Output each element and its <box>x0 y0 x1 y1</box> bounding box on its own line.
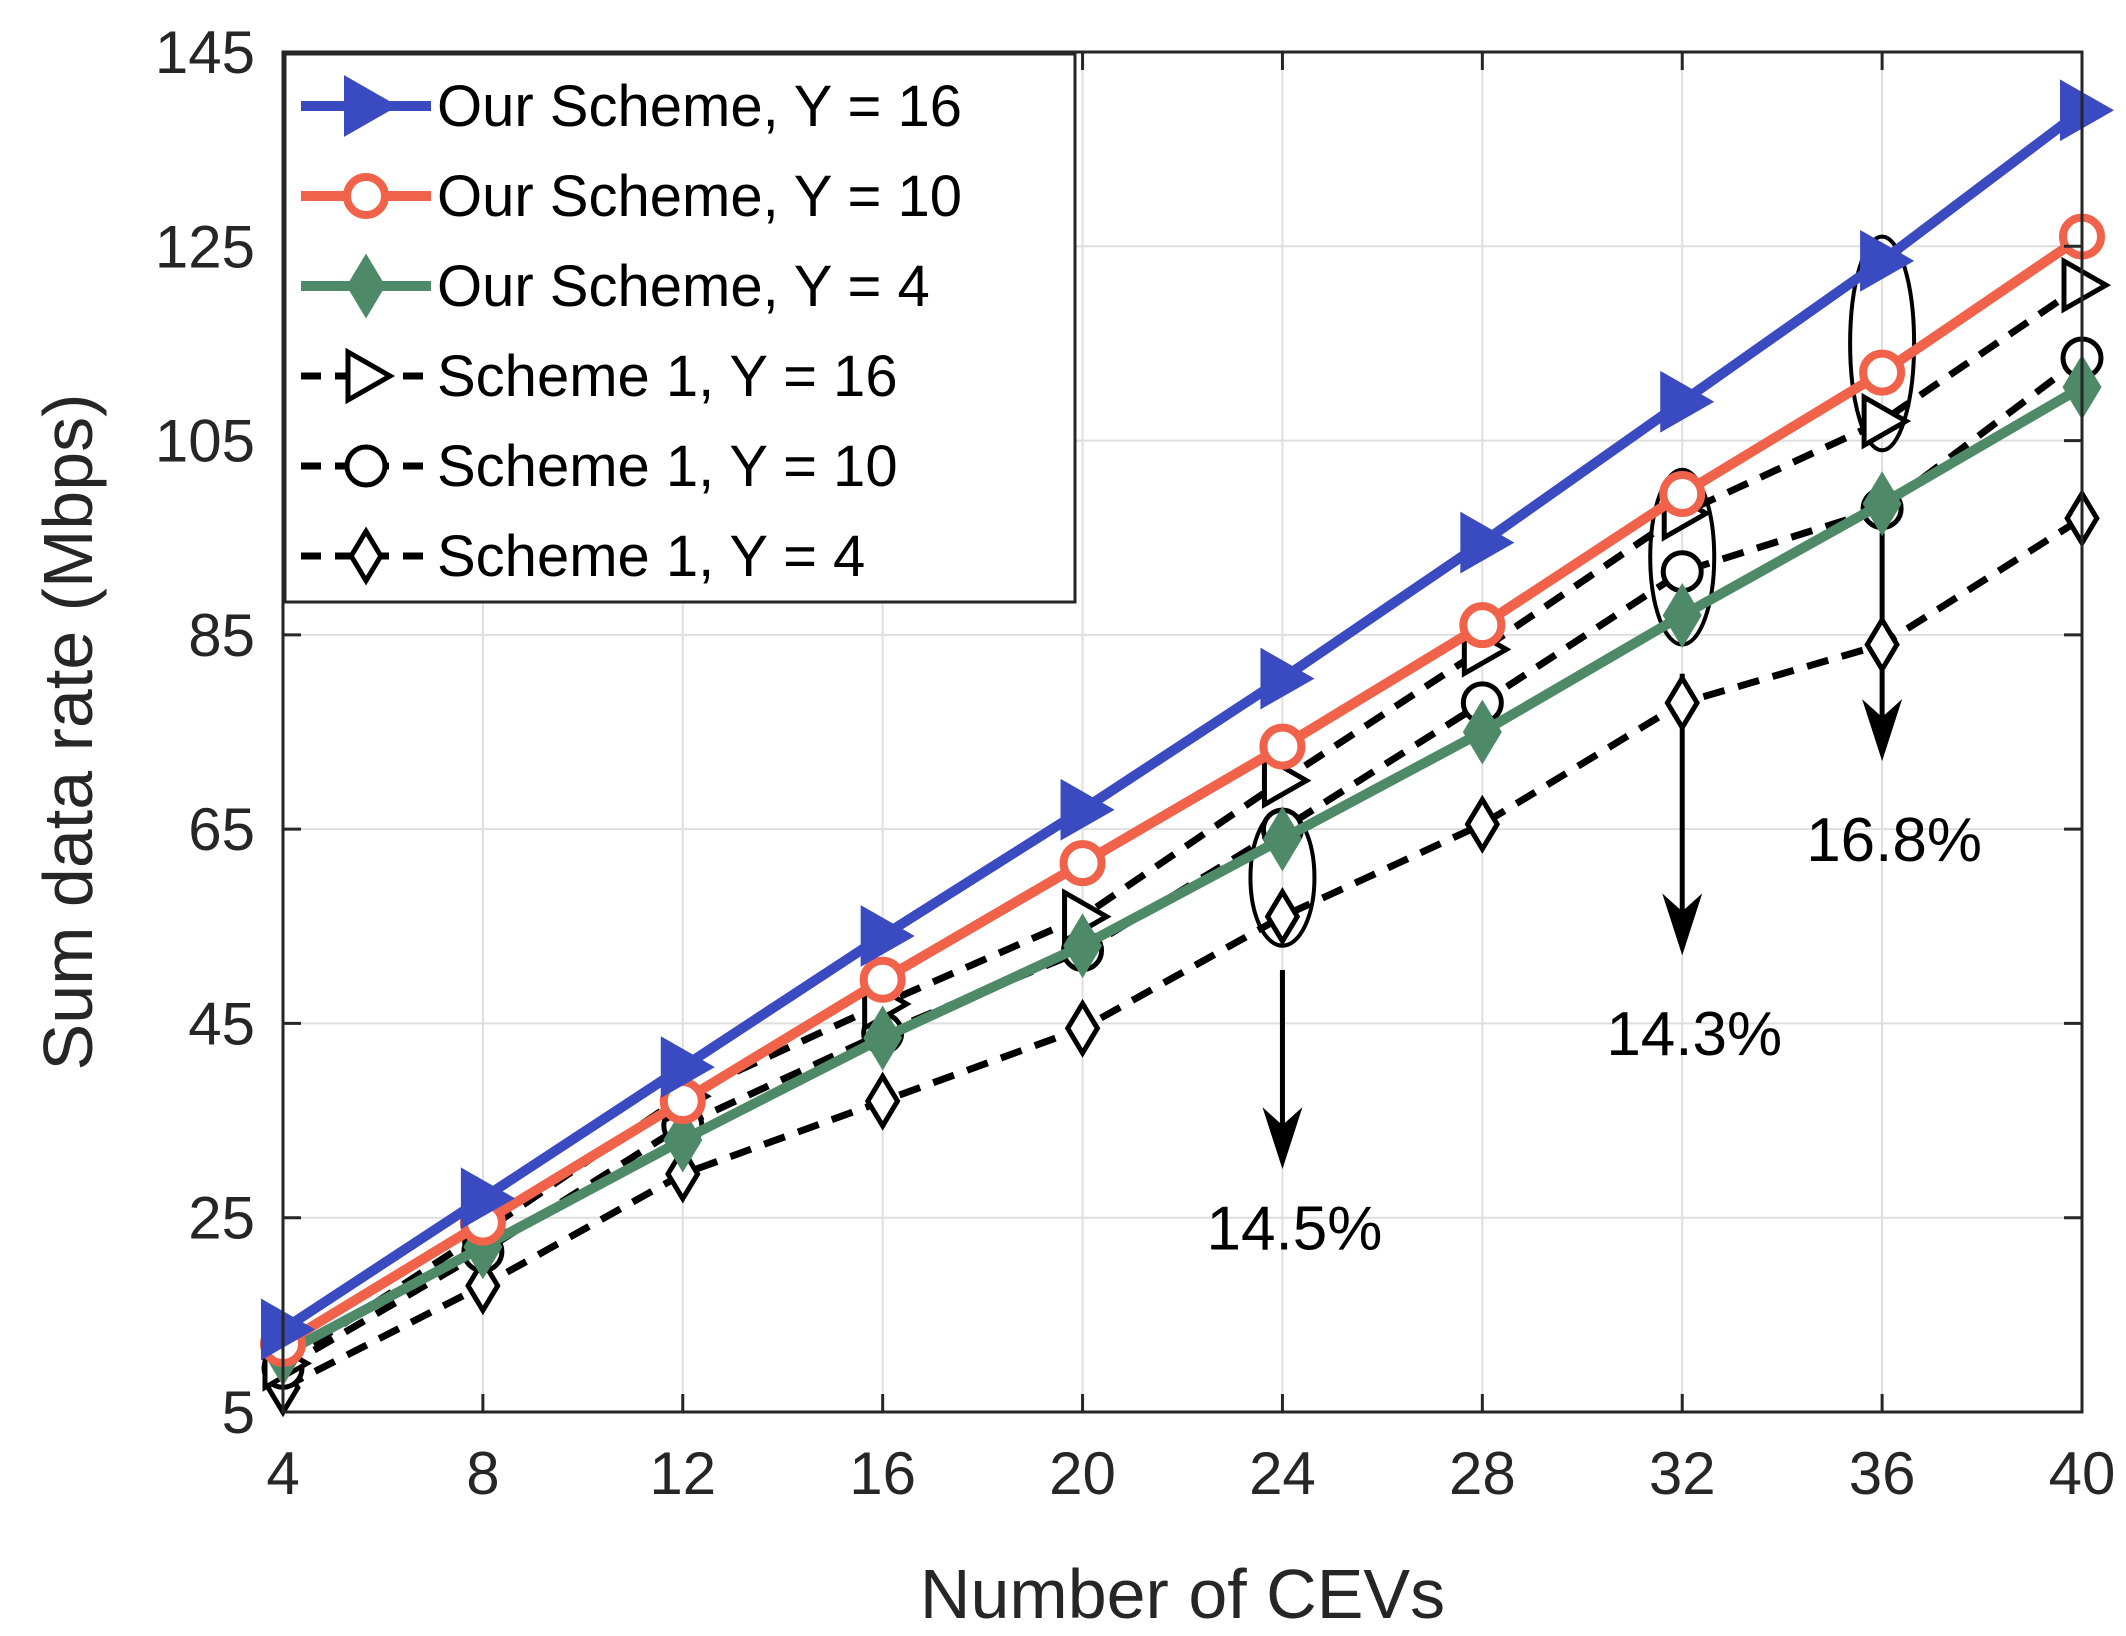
legend-item-4: Scheme 1, Y = 10 <box>301 434 898 499</box>
annotation-label-1: 14.3% <box>1606 1000 1782 1069</box>
x-tick-label-16: 16 <box>849 1440 916 1507</box>
legend-item-1: Our Scheme, Y = 10 <box>301 164 962 229</box>
series-line-5 <box>281 515 2084 1391</box>
series-5-point-1 <box>465 1256 501 1316</box>
series-5-point-5 <box>1264 887 1301 947</box>
series-2-point-3 <box>863 1005 903 1071</box>
series-0-point-6 <box>1460 511 1515 574</box>
x-tick-label-40: 40 <box>2049 1440 2116 1507</box>
legend-swatch-marker-2 <box>346 253 386 319</box>
legend-swatch-marker-5 <box>348 526 384 586</box>
annotation-ellipse-2 <box>1848 234 1917 453</box>
series-2-point-7 <box>1662 582 1702 648</box>
series-0-point-8 <box>1860 229 1915 292</box>
series-0-point-5 <box>1260 647 1315 710</box>
x-tick-label-8: 8 <box>466 1440 499 1507</box>
y-tick-label-145: 145 <box>155 19 255 86</box>
y-tick-label-5: 5 <box>222 1379 255 1446</box>
x-axis-label: Number of CEVs <box>920 1555 1445 1633</box>
series-0-point-4 <box>1060 778 1115 841</box>
legend-label-1: Our Scheme, Y = 10 <box>437 164 962 229</box>
series-2-point-5 <box>1262 806 1302 872</box>
series-5-point-3 <box>864 1071 901 1131</box>
legend-label-4: Scheme 1, Y = 10 <box>437 434 898 499</box>
series-0-point-2 <box>660 1036 715 1099</box>
series-5-point-7 <box>1664 673 1700 733</box>
annotation-arrow-head-0 <box>1262 1107 1303 1170</box>
y-tick-label-85: 85 <box>188 602 255 669</box>
series-2-point-4 <box>1063 913 1103 979</box>
legend-item-3: Scheme 1, Y = 16 <box>301 344 898 409</box>
legend-item-5: Scheme 1, Y = 4 <box>301 524 865 589</box>
series-line-1 <box>280 232 2085 1349</box>
legend: Our Scheme, Y = 16 Our Scheme, Y = 10 Our … <box>283 52 1077 604</box>
series-3-point-8 <box>1861 392 1912 450</box>
legend-box <box>283 52 1077 604</box>
annotation-arrow-head-2 <box>1862 699 1903 762</box>
legend-label-0: Our Scheme, Y = 16 <box>437 74 962 139</box>
series-2 <box>263 354 2102 1387</box>
series-1-point-6 <box>1459 602 1506 649</box>
y-tick-label-105: 105 <box>155 408 255 475</box>
series-2-point-2 <box>663 1107 703 1173</box>
x-tick-label-32: 32 <box>1649 1440 1716 1507</box>
series-1-point-8 <box>1859 349 1906 396</box>
legend-item-0: Our Scheme, Y = 16 <box>301 74 962 139</box>
series-0-point-3 <box>860 905 915 967</box>
series-0-point-1 <box>460 1167 515 1230</box>
series-1-point-5 <box>1259 723 1306 770</box>
plot-area-frame <box>281 50 2084 1414</box>
y-tick-label-45: 45 <box>188 990 255 1057</box>
x-tick-label-20: 20 <box>1049 1440 1116 1507</box>
axis-ticks: 4 8 12 16 20 24 28 32 36 40 5 25 45 65 85 105 125 145 <box>155 19 2115 1507</box>
series-1-point-7 <box>1659 471 1706 517</box>
series-5-point-4 <box>1064 998 1101 1058</box>
legend-swatch-marker-3 <box>345 347 396 405</box>
series-3-point-9 <box>2061 256 2112 314</box>
x-tick-label-24: 24 <box>1249 1440 1316 1507</box>
legend-swatch-marker-4 <box>344 444 388 488</box>
series-1-point-4 <box>1059 840 1106 887</box>
series-0-point-9 <box>2060 79 2115 142</box>
legend-swatch-marker-1 <box>343 173 389 219</box>
annotation-arrow-head-1 <box>1662 893 1703 956</box>
x-tick-label-28: 28 <box>1449 1440 1516 1507</box>
series-1-point-3 <box>859 956 906 1003</box>
y-axis-label: Sum data rate (Mbps) <box>29 394 107 1071</box>
series-line-2 <box>280 382 2085 1359</box>
legend-label-5: Scheme 1, Y = 4 <box>437 524 865 589</box>
y-tick-label-25: 25 <box>188 1185 255 1252</box>
series-0-point-0 <box>261 1298 316 1361</box>
legend-item-2: Our Scheme, Y = 4 <box>301 253 930 319</box>
legend-swatch-marker-0 <box>344 75 399 137</box>
series-0-point-7 <box>1660 370 1715 433</box>
x-tick-label-4: 4 <box>266 1440 299 1507</box>
series-5-point-8 <box>1864 615 1900 675</box>
series-5-point-2 <box>665 1144 701 1204</box>
annotation-label-0: 14.5% <box>1207 1194 1383 1263</box>
series-0 <box>261 79 2115 1361</box>
y-tick-label-65: 65 <box>188 796 255 863</box>
x-tick-label-12: 12 <box>649 1440 716 1507</box>
series-2-point-6 <box>1462 699 1502 765</box>
legend-label-3: Scheme 1, Y = 16 <box>437 344 898 409</box>
x-tick-label-36: 36 <box>1849 1440 1916 1507</box>
annotation-label-2: 16.8% <box>1806 806 1982 875</box>
legend-label-2: Our Scheme, Y = 4 <box>437 254 930 319</box>
series-line-0 <box>280 106 2086 1334</box>
y-tick-label-125: 125 <box>155 213 255 280</box>
series-group <box>260 79 2115 1418</box>
series-2-point-8 <box>1862 471 1902 537</box>
series-5-point-6 <box>1464 794 1501 854</box>
